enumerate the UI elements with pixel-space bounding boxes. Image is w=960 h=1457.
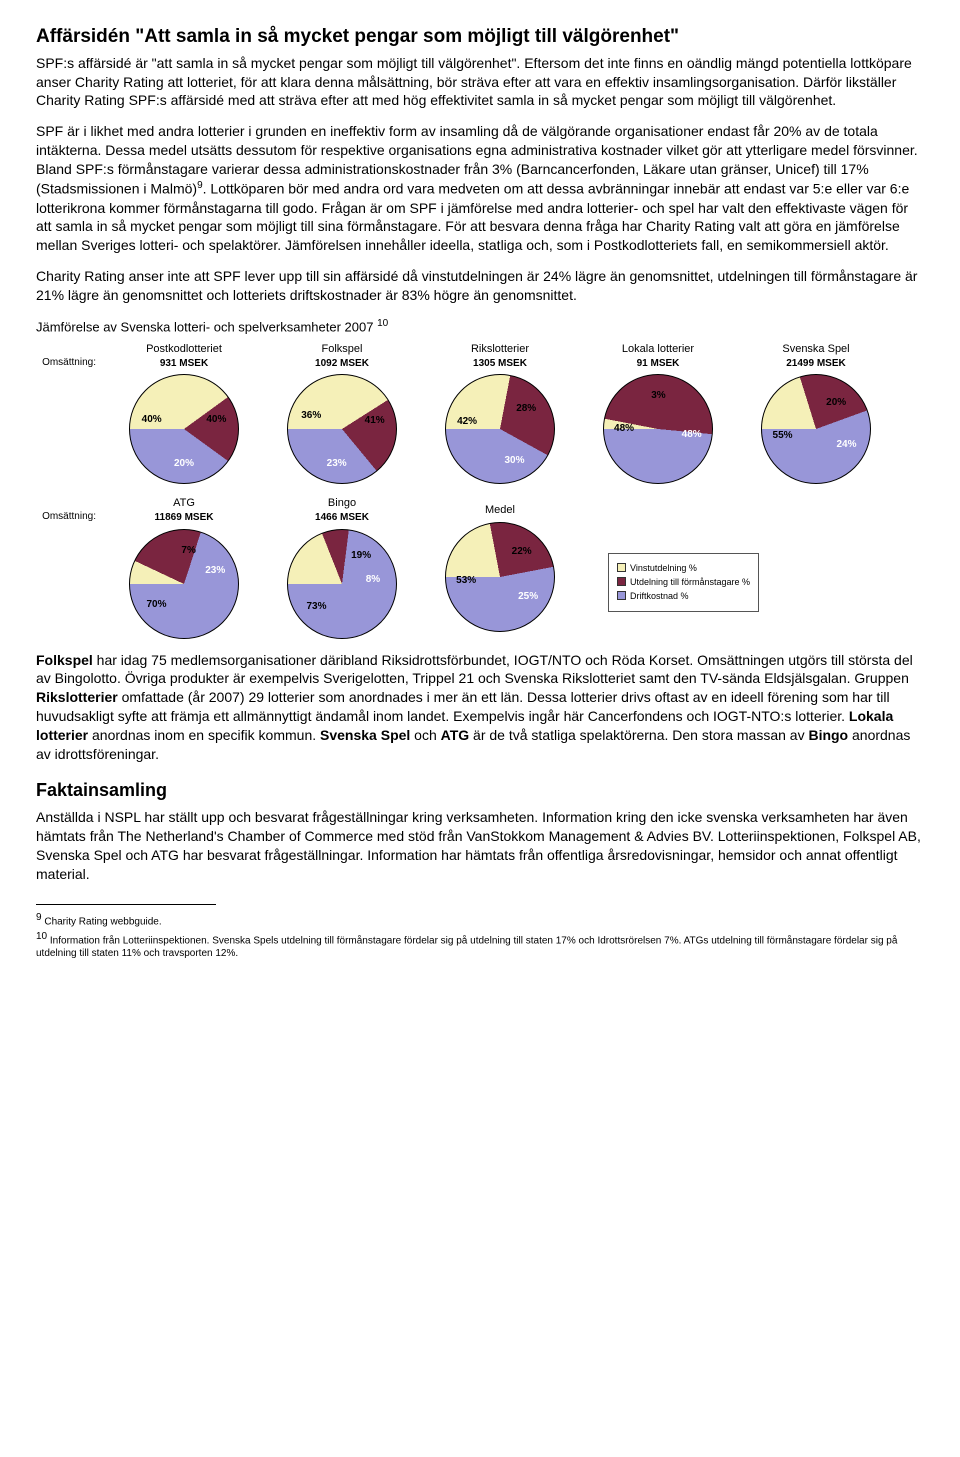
pie-slice-label: 25% xyxy=(518,590,538,604)
pie-slice-label: 7% xyxy=(181,544,195,558)
section-heading-faktainsamling: Faktainsamling xyxy=(36,778,924,802)
chart-row-2: Omsättning: ATG11869 MSEK 7% 23% 70% Bingo14… xyxy=(36,496,924,638)
page-title: Affärsidén "Att samla in så mycket penga… xyxy=(36,24,924,50)
pie-chart: 19% 8% 73% xyxy=(287,529,397,639)
pie-slice-label: 70% xyxy=(146,598,166,612)
pie-slice-label: 24% xyxy=(836,438,856,452)
pie-slice-label: 30% xyxy=(504,454,524,468)
chart-cell: ATG11869 MSEK 7% 23% 70% xyxy=(114,496,254,638)
pie-slice-label: 23% xyxy=(327,457,347,471)
p4-a: har idag 75 medlemsorganisationer däribl… xyxy=(36,652,913,687)
chart-name: Medel xyxy=(485,503,515,518)
chart-name: Svenska Spel xyxy=(782,342,849,357)
chart-cell: Folkspel1092 MSEK 41% 23% 36% xyxy=(272,342,412,484)
pie-slice-label: 40% xyxy=(206,413,226,427)
paragraph-4: Folkspel har idag 75 medlemsorganisation… xyxy=(36,651,924,764)
pie-slice-label: 28% xyxy=(516,402,536,416)
chart-name: Postkodlotteriet xyxy=(146,342,222,357)
pie-slice-label: 19% xyxy=(351,549,371,563)
chart-subtitle: 931 MSEK xyxy=(160,357,208,371)
chart-subtitle: 1092 MSEK xyxy=(315,357,369,371)
charts-title-text: Jämförelse av Svenska lotteri- och spelv… xyxy=(36,319,373,334)
pie-chart: 28% 30% 42% xyxy=(445,374,555,484)
pie-slice-label: 23% xyxy=(205,564,225,578)
intro-paragraph: SPF:s affärsidé är "att samla in så myck… xyxy=(36,54,924,111)
legend-label: Vinstutdelning % xyxy=(630,562,697,574)
pie-slice-label: 73% xyxy=(306,600,326,614)
pie-slice-label: 55% xyxy=(773,429,793,443)
pie-chart: 40% 20% 40% xyxy=(129,374,239,484)
fn2-text: Information från Lotteriinspektionen. Sv… xyxy=(36,935,897,959)
p4-b: omfattade (år 2007) 29 lotterier som ano… xyxy=(36,689,890,724)
chart-name: ATG xyxy=(173,496,195,511)
chart-subtitle: 1305 MSEK xyxy=(473,357,527,371)
chart-name: Folkspel xyxy=(322,342,363,357)
legend-item: Utdelning till förmånstagare % xyxy=(617,576,750,588)
footnote-9: 9 Charity Rating webbguide. xyxy=(36,911,924,928)
footnote-ref-10: 10 xyxy=(377,318,388,329)
pie-chart: 20% 24% 55% xyxy=(761,374,871,484)
chart-subtitle: 11869 MSEK xyxy=(155,511,214,525)
row-label-1: Omsättning: xyxy=(36,342,96,370)
charts-title: Jämförelse av Svenska lotteri- och spelv… xyxy=(36,317,924,336)
legend-swatch xyxy=(617,577,626,586)
paragraph-3: Charity Rating anser inte att SPF lever … xyxy=(36,267,924,305)
p4-bold-atg: ATG xyxy=(441,727,470,743)
pie-slice-label: 3% xyxy=(651,389,665,403)
p4-bold-bingo: Bingo xyxy=(808,727,848,743)
pie-chart: 7% 23% 70% xyxy=(129,529,239,639)
chart-cell: Postkodlotteriet931 MSEK 40% 20% 40% xyxy=(114,342,254,484)
chart-name: Bingo xyxy=(328,496,356,511)
pie-slice-label: 53% xyxy=(456,574,476,588)
footnote-10: 10 Information från Lotteriinspektionen.… xyxy=(36,930,924,960)
paragraph-5: Anställda i NSPL har ställt upp och besv… xyxy=(36,808,924,884)
chart-cell: Bingo1466 MSEK 19% 8% 73% xyxy=(272,496,412,638)
pie-chart: 41% 23% 36% xyxy=(287,374,397,484)
p4-bold-svenska-spel: Svenska Spel xyxy=(320,727,410,743)
p4-bold-rikslotterier: Rikslotterier xyxy=(36,689,118,705)
chart-cell: Medel 22% 25% 53% xyxy=(430,503,570,632)
chart-row-1: Omsättning: Postkodlotteriet931 MSEK 40% 2… xyxy=(36,342,924,484)
pie-slice-label: 20% xyxy=(826,396,846,410)
chart-subtitle: 91 MSEK xyxy=(637,357,680,371)
pie-chart: 3% 48% 48% xyxy=(603,374,713,484)
p4-c: anordnas inom en specifik kommun. xyxy=(88,727,320,743)
fn1-text: Charity Rating webbguide. xyxy=(42,916,162,927)
legend-item: Vinstutdelning % xyxy=(617,562,750,574)
fn2-sup: 10 xyxy=(36,931,47,942)
chart-cell: Lokala lotterier91 MSEK 3% 48% 48% xyxy=(588,342,728,484)
pie-slice-label: 48% xyxy=(682,428,702,442)
legend-item: Driftkostnad % xyxy=(617,590,750,602)
pie-slice-label: 41% xyxy=(365,414,385,428)
pie-slice-label: 40% xyxy=(142,413,162,427)
p4-bold-folkspel: Folkspel xyxy=(36,652,93,668)
legend-swatch xyxy=(617,563,626,572)
p4-e: är de två statliga spelaktörerna. Den st… xyxy=(469,727,808,743)
chart-subtitle: 21499 MSEK xyxy=(786,357,845,371)
footnote-divider xyxy=(36,904,216,905)
chart-cell: Rikslotterier1305 MSEK 28% 30% 42% xyxy=(430,342,570,484)
legend-label: Driftkostnad % xyxy=(630,590,689,602)
chart-subtitle: 1466 MSEK xyxy=(315,511,369,525)
p4-d: och xyxy=(410,727,440,743)
chart-name: Rikslotterier xyxy=(471,342,529,357)
pie-slice-label: 48% xyxy=(614,422,634,436)
chart-cell: Svenska Spel21499 MSEK 20% 24% 55% xyxy=(746,342,886,484)
pie-slice-label: 42% xyxy=(457,415,477,429)
legend-swatch xyxy=(617,591,626,600)
pie-chart: 22% 25% 53% xyxy=(445,522,555,632)
chart-name: Lokala lotterier xyxy=(622,342,694,357)
row-label-2: Omsättning: xyxy=(36,496,96,524)
pie-slice-label: 20% xyxy=(174,457,194,471)
chart-legend: Vinstutdelning % Utdelning till förmånsta… xyxy=(608,553,759,611)
pie-slice-label: 22% xyxy=(512,545,532,559)
pie-slice-label: 36% xyxy=(301,409,321,423)
legend-label: Utdelning till förmånstagare % xyxy=(630,576,750,588)
pie-slice-label: 8% xyxy=(366,573,380,587)
paragraph-2: SPF är i likhet med andra lotterier i gr… xyxy=(36,122,924,255)
